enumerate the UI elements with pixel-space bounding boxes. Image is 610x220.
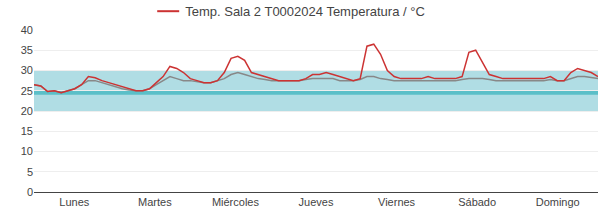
svg-text:Martes: Martes xyxy=(138,196,172,208)
svg-text:35: 35 xyxy=(21,44,33,56)
svg-text:20: 20 xyxy=(21,105,33,117)
svg-text:Viernes: Viernes xyxy=(378,196,416,208)
svg-text:15: 15 xyxy=(21,125,33,137)
svg-text:10: 10 xyxy=(21,145,33,157)
svg-text:Domingo: Domingo xyxy=(536,196,580,208)
svg-text:Temp. Sala 2 T0002024 Temperat: Temp. Sala 2 T0002024 Temperatura / °C xyxy=(185,4,425,19)
svg-text:Jueves: Jueves xyxy=(299,196,334,208)
svg-text:40: 40 xyxy=(21,24,33,36)
svg-text:25: 25 xyxy=(21,85,33,97)
svg-text:Lunes: Lunes xyxy=(59,196,89,208)
svg-text:Miércoles: Miércoles xyxy=(212,196,260,208)
svg-text:Sábado: Sábado xyxy=(458,196,496,208)
svg-text:5: 5 xyxy=(27,166,33,178)
svg-text:0: 0 xyxy=(27,186,33,198)
svg-text:30: 30 xyxy=(21,64,33,76)
